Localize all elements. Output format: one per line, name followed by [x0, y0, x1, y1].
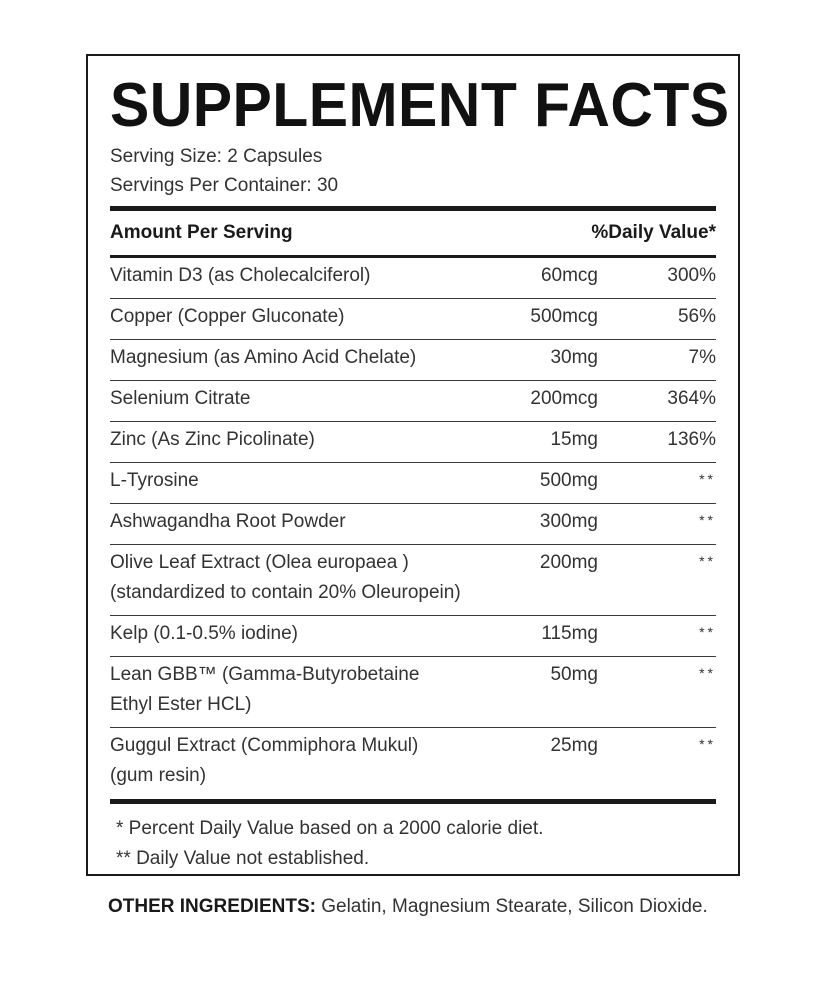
divider-header — [110, 255, 716, 258]
table-row: Olive Leaf Extract (Olea europaea ) (stan… — [110, 545, 716, 616]
ingredient-daily-value: ** — [699, 665, 716, 681]
table-row: Zinc (As Zinc Picolinate) 15mg 136% — [110, 422, 716, 463]
ingredient-daily-value: 136% — [667, 429, 716, 450]
ingredient-daily-value: ** — [699, 471, 716, 487]
servings-per-container: Servings Per Container: 30 — [110, 175, 339, 196]
ingredient-name-line: Kelp (0.1-0.5% iodine) — [110, 623, 298, 644]
ingredient-name-line: L-Tyrosine — [110, 470, 199, 491]
ingredient-amount: 200mg — [539, 552, 598, 573]
ingredient-daily-value: ** — [699, 736, 716, 752]
table-row: Selenium Citrate 200mcg 364% — [110, 381, 716, 422]
ingredient-amount: 300mg — [539, 511, 598, 532]
ingredient-name-line: Olive Leaf Extract (Olea europaea ) — [110, 552, 409, 573]
table-row: Copper (Copper Gluconate) 500mcg 56% — [110, 299, 716, 340]
ingredient-daily-value: 7% — [688, 347, 716, 368]
ingredient-daily-value: ** — [699, 624, 716, 640]
other-ingredients-label: OTHER INGREDIENTS: — [108, 896, 316, 917]
amount-per-serving-label: Amount Per Serving — [110, 222, 293, 243]
panel-title: SUPPLEMENT FACTS — [110, 71, 730, 140]
footnotes: * Percent Daily Value based on a 2000 ca… — [110, 804, 716, 874]
footnote-percent-dv: * Percent Daily Value based on a 2000 ca… — [116, 818, 544, 839]
ingredient-name-line: Zinc (As Zinc Picolinate) — [110, 429, 315, 450]
divider-bottom — [110, 799, 716, 804]
ingredient-name-line: (standardized to contain 20% Oleuropein) — [110, 582, 461, 603]
ingredient-amount: 60mcg — [540, 265, 598, 286]
ingredient-daily-value: 56% — [677, 306, 716, 327]
ingredient-name-line: Vitamin D3 (as Cholecalciferol) — [110, 265, 371, 286]
ingredient-name-line: Copper (Copper Gluconate) — [110, 306, 345, 327]
other-ingredients: OTHER INGREDIENTS: Gelatin, Magnesium St… — [108, 891, 748, 922]
ingredient-daily-value: 300% — [667, 265, 716, 286]
ingredient-name: Magnesium (as Amino Acid Chelate) — [110, 343, 478, 373]
ingredient-amount: 30mg — [550, 347, 598, 368]
ingredient-name-line: Magnesium (as Amino Acid Chelate) — [110, 347, 417, 368]
ingredient-name: Olive Leaf Extract (Olea europaea ) (stan… — [110, 548, 478, 608]
ingredient-name-line: (gum resin) — [110, 765, 207, 786]
ingredient-amount: 200mcg — [530, 388, 598, 409]
ingredient-amount: 50mg — [550, 664, 598, 685]
divider-thick — [110, 206, 716, 211]
table-row: Vitamin D3 (as Cholecalciferol) 60mcg 300% — [110, 258, 716, 299]
ingredient-name-line: Ethyl Ester HCL) — [110, 694, 252, 715]
table-row: Magnesium (as Amino Acid Chelate) 30mg 7% — [110, 340, 716, 381]
table-row: Lean GBB™ (Gamma-Butyrobetaine Ethyl Este… — [110, 657, 716, 728]
ingredient-amount: 25mg — [550, 735, 598, 756]
footnote-not-established: ** Daily Value not established. — [116, 848, 370, 869]
ingredient-name-line: Guggul Extract (Commiphora Mukul) — [110, 735, 419, 756]
ingredient-name: Guggul Extract (Commiphora Mukul) (gum re… — [110, 731, 478, 791]
ingredient-amount: 115mg — [541, 623, 598, 644]
table-row: Ashwagandha Root Powder 300mg ** — [110, 504, 716, 545]
ingredient-name: Vitamin D3 (as Cholecalciferol) — [110, 261, 478, 291]
supplement-facts-panel: SUPPLEMENT FACTS Serving Size: 2 Capsule… — [86, 54, 740, 876]
ingredient-name-line: Selenium Citrate — [110, 388, 251, 409]
ingredient-name: Selenium Citrate — [110, 384, 478, 414]
ingredient-name: L-Tyrosine — [110, 466, 478, 496]
ingredient-amount: 500mg — [539, 470, 598, 491]
ingredient-daily-value: ** — [699, 553, 716, 569]
ingredient-name: Ashwagandha Root Powder — [110, 507, 478, 537]
supplement-facts-content: SUPPLEMENT FACTS Serving Size: 2 Capsule… — [110, 56, 730, 874]
ingredient-name: Copper (Copper Gluconate) — [110, 302, 478, 332]
ingredient-amount: 500mcg — [530, 306, 598, 327]
table-row: L-Tyrosine 500mg ** — [110, 463, 716, 504]
ingredient-name: Lean GBB™ (Gamma-Butyrobetaine Ethyl Este… — [110, 660, 478, 720]
table-row: Guggul Extract (Commiphora Mukul) (gum re… — [110, 728, 716, 799]
table-header: Amount Per Serving %Daily Value* — [110, 211, 716, 255]
ingredient-name-line: Lean GBB™ (Gamma-Butyrobetaine — [110, 664, 420, 685]
other-ingredients-text: Gelatin, Magnesium Stearate, Silicon Dio… — [315, 896, 708, 917]
ingredient-name-line: Ashwagandha Root Powder — [110, 511, 346, 532]
ingredient-daily-value: ** — [699, 512, 716, 528]
serving-size: Serving Size: 2 Capsules — [110, 146, 323, 167]
daily-value-label: %Daily Value* — [591, 222, 716, 243]
ingredient-daily-value: 364% — [667, 388, 716, 409]
ingredient-name: Zinc (As Zinc Picolinate) — [110, 425, 478, 455]
ingredient-table: Vitamin D3 (as Cholecalciferol) 60mcg 300%… — [110, 258, 716, 799]
ingredient-name: Kelp (0.1-0.5% iodine) — [110, 619, 478, 649]
table-row: Kelp (0.1-0.5% iodine) 115mg ** — [110, 616, 716, 657]
ingredient-amount: 15mg — [550, 429, 598, 450]
